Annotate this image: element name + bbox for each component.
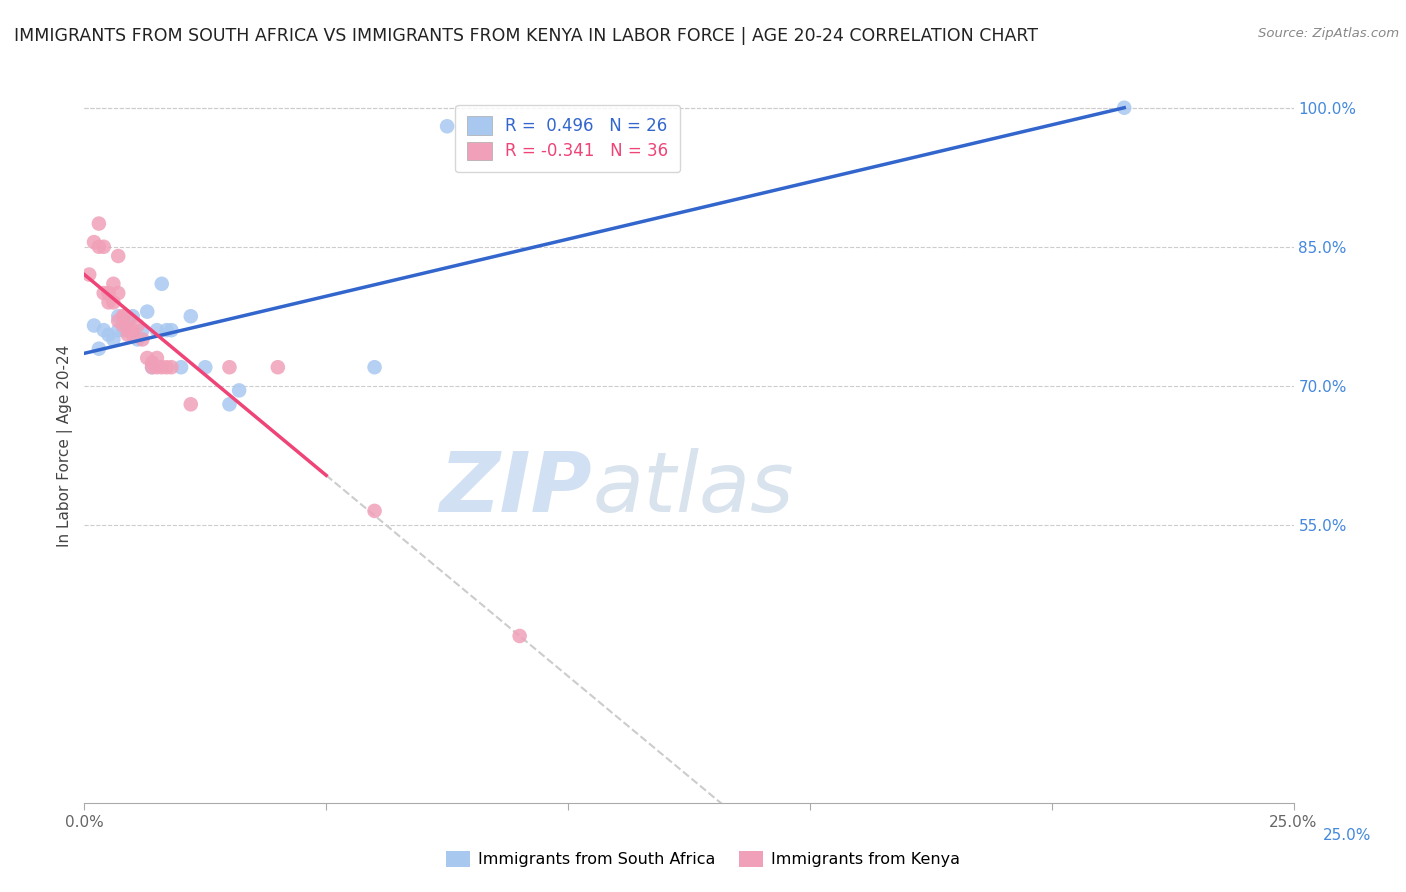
Point <box>150 277 173 291</box>
Point <box>150 360 173 375</box>
Point <box>121 327 143 342</box>
Point <box>93 286 115 301</box>
Point <box>141 355 163 369</box>
Point <box>77 268 100 282</box>
Point <box>160 360 183 375</box>
Point <box>87 240 110 254</box>
Point <box>155 360 177 375</box>
Point <box>436 120 458 134</box>
Point <box>107 323 129 337</box>
Point <box>117 323 139 337</box>
Point <box>112 310 135 324</box>
Point <box>1114 101 1136 115</box>
Point <box>146 351 169 365</box>
Point <box>112 318 135 333</box>
Point <box>121 323 143 337</box>
Point <box>228 384 250 398</box>
Point <box>103 295 125 310</box>
Point <box>170 360 193 375</box>
Point <box>121 310 143 324</box>
Point <box>180 310 202 324</box>
Text: Source: ZipAtlas.com: Source: ZipAtlas.com <box>1258 27 1399 40</box>
Point <box>93 240 115 254</box>
Point <box>107 249 129 263</box>
Point <box>107 286 129 301</box>
Point <box>160 323 183 337</box>
Text: 25.0%: 25.0% <box>1323 828 1371 843</box>
Point <box>97 295 120 310</box>
Point <box>363 504 385 518</box>
Point <box>83 235 105 249</box>
Point <box>363 360 385 375</box>
Point <box>117 314 139 328</box>
Point <box>117 327 139 342</box>
Point <box>136 304 159 318</box>
Point <box>146 360 169 375</box>
Point <box>117 314 139 328</box>
Point <box>103 333 125 347</box>
Legend: Immigrants from South Africa, Immigrants from Kenya: Immigrants from South Africa, Immigrants… <box>437 843 969 875</box>
Point <box>267 360 290 375</box>
Point <box>103 277 125 291</box>
Legend: R =  0.496   N = 26, R = -0.341   N = 36: R = 0.496 N = 26, R = -0.341 N = 36 <box>456 104 681 172</box>
Point <box>97 327 120 342</box>
Text: atlas: atlas <box>592 449 794 529</box>
Text: ZIP: ZIP <box>440 449 592 529</box>
Point <box>218 360 240 375</box>
Point <box>194 360 217 375</box>
Point <box>87 342 110 356</box>
Y-axis label: In Labor Force | Age 20-24: In Labor Force | Age 20-24 <box>58 345 73 547</box>
Point <box>509 629 531 643</box>
Text: IMMIGRANTS FROM SOUTH AFRICA VS IMMIGRANTS FROM KENYA IN LABOR FORCE | AGE 20-24: IMMIGRANTS FROM SOUTH AFRICA VS IMMIGRAN… <box>14 27 1038 45</box>
Point <box>112 323 135 337</box>
Point <box>131 333 153 347</box>
Point <box>127 318 149 333</box>
Point <box>180 397 202 411</box>
Point <box>218 397 240 411</box>
Point <box>131 323 153 337</box>
Point <box>83 318 105 333</box>
Point <box>136 351 159 365</box>
Point <box>146 323 169 337</box>
Point <box>155 323 177 337</box>
Point <box>141 360 163 375</box>
Point <box>107 310 129 324</box>
Point <box>107 314 129 328</box>
Point <box>141 360 163 375</box>
Point <box>93 323 115 337</box>
Point <box>127 333 149 347</box>
Point <box>97 286 120 301</box>
Point <box>112 310 135 324</box>
Point <box>87 217 110 231</box>
